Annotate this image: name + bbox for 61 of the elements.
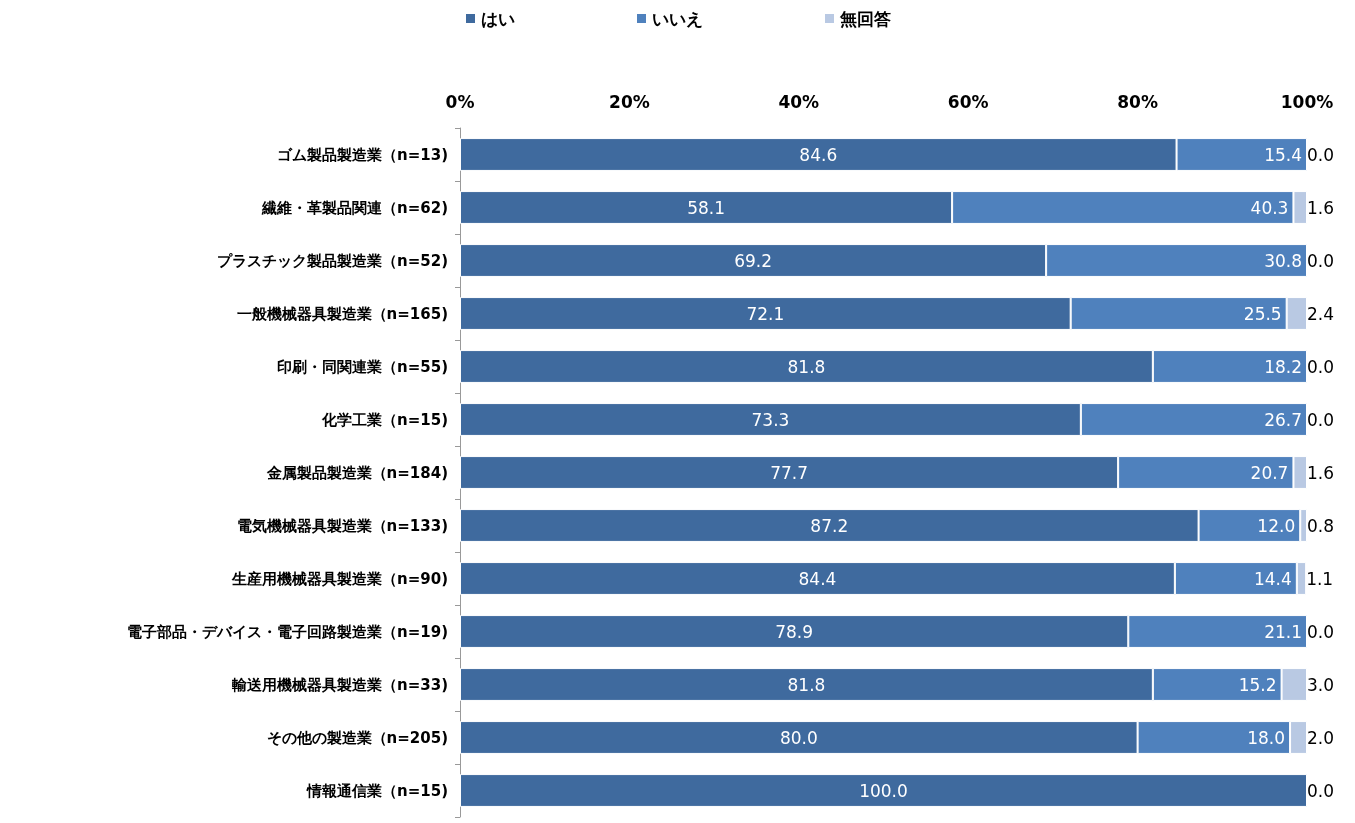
x-tick-label: 100%: [1280, 91, 1334, 112]
data-label: 77.7: [770, 462, 808, 483]
y-tick-label: その他の製造業（n=205): [266, 728, 448, 747]
y-tick-label: 一般機械器具製造業（n=165): [236, 304, 448, 323]
data-label: 0.0: [1307, 144, 1335, 165]
data-label: 0.0: [1307, 409, 1335, 430]
data-label: 72.1: [746, 303, 785, 324]
y-tick-label: ゴム製品製造業（n=13): [277, 145, 448, 164]
data-label: 80.0: [779, 727, 818, 748]
y-tick-label: 印刷・同関連業（n=55): [277, 357, 448, 376]
data-label: 0.0: [1307, 356, 1335, 377]
data-label: 73.3: [751, 409, 790, 430]
data-label: 1.1: [1306, 568, 1334, 589]
y-tick-label: 情報通信業（n=15): [306, 781, 448, 800]
y-tick-label: 化学工業（n=15): [321, 410, 448, 429]
x-tick-label: 60%: [947, 91, 989, 112]
y-tick-label: 金属製品製造業（n=184): [265, 463, 448, 482]
data-label: 81.8: [787, 356, 826, 377]
legend-label: いいえ: [652, 8, 703, 29]
legend-label: はい: [481, 8, 515, 29]
data-label: 1.6: [1307, 197, 1335, 218]
data-label: 0.8: [1307, 515, 1335, 536]
data-label: 20.7: [1250, 462, 1289, 483]
data-label: 69.2: [734, 250, 772, 271]
data-label: 26.7: [1264, 409, 1302, 430]
data-label: 18.0: [1247, 727, 1286, 748]
y-tick-label: プラスチック製品製造業（n=52): [217, 251, 448, 270]
x-tick-label: 40%: [778, 91, 820, 112]
y-tick-label: 繊維・革製品関連（n=62): [261, 198, 448, 217]
data-label: 0.0: [1307, 250, 1335, 271]
data-label: 84.4: [798, 568, 837, 589]
data-label: 2.0: [1307, 727, 1335, 748]
data-label: 100.0: [859, 780, 908, 801]
data-label: 15.2: [1238, 674, 1277, 695]
data-label: 81.8: [787, 674, 826, 695]
x-tick-label: 80%: [1117, 91, 1158, 112]
y-tick-label: 生産用機械器具製造業（n=90): [231, 569, 448, 588]
y-tick-label: 電気機械器具製造業（n=133): [236, 516, 448, 535]
y-tick-label: 電子部品・デバイス・電子回路製造業（n=19): [127, 622, 448, 641]
bar: [460, 774, 1307, 807]
data-label: 2.4: [1307, 303, 1335, 324]
data-label: 58.1: [687, 197, 725, 218]
y-tick-label: 輸送用機械器具製造業（n=33): [231, 675, 448, 694]
data-label: 40.3: [1250, 197, 1289, 218]
data-label: 78.9: [775, 621, 814, 642]
data-label: 12.0: [1257, 515, 1296, 536]
data-label: 0.0: [1307, 780, 1335, 801]
data-label: 21.1: [1264, 621, 1302, 642]
data-label: 1.6: [1307, 462, 1335, 483]
data-label: 14.4: [1253, 568, 1292, 589]
legend-label: 無回答: [839, 8, 891, 29]
x-tick-label: 20%: [609, 91, 650, 112]
data-label: 0.0: [1307, 621, 1335, 642]
data-label: 87.2: [810, 515, 849, 536]
data-label: 3.0: [1307, 674, 1335, 695]
data-label: 84.6: [799, 144, 838, 165]
data-label: 18.2: [1264, 356, 1302, 377]
x-tick-label: 0%: [445, 91, 475, 112]
data-label: 25.5: [1243, 303, 1282, 324]
data-label: 30.8: [1264, 250, 1302, 271]
data-label: 15.4: [1264, 144, 1302, 165]
